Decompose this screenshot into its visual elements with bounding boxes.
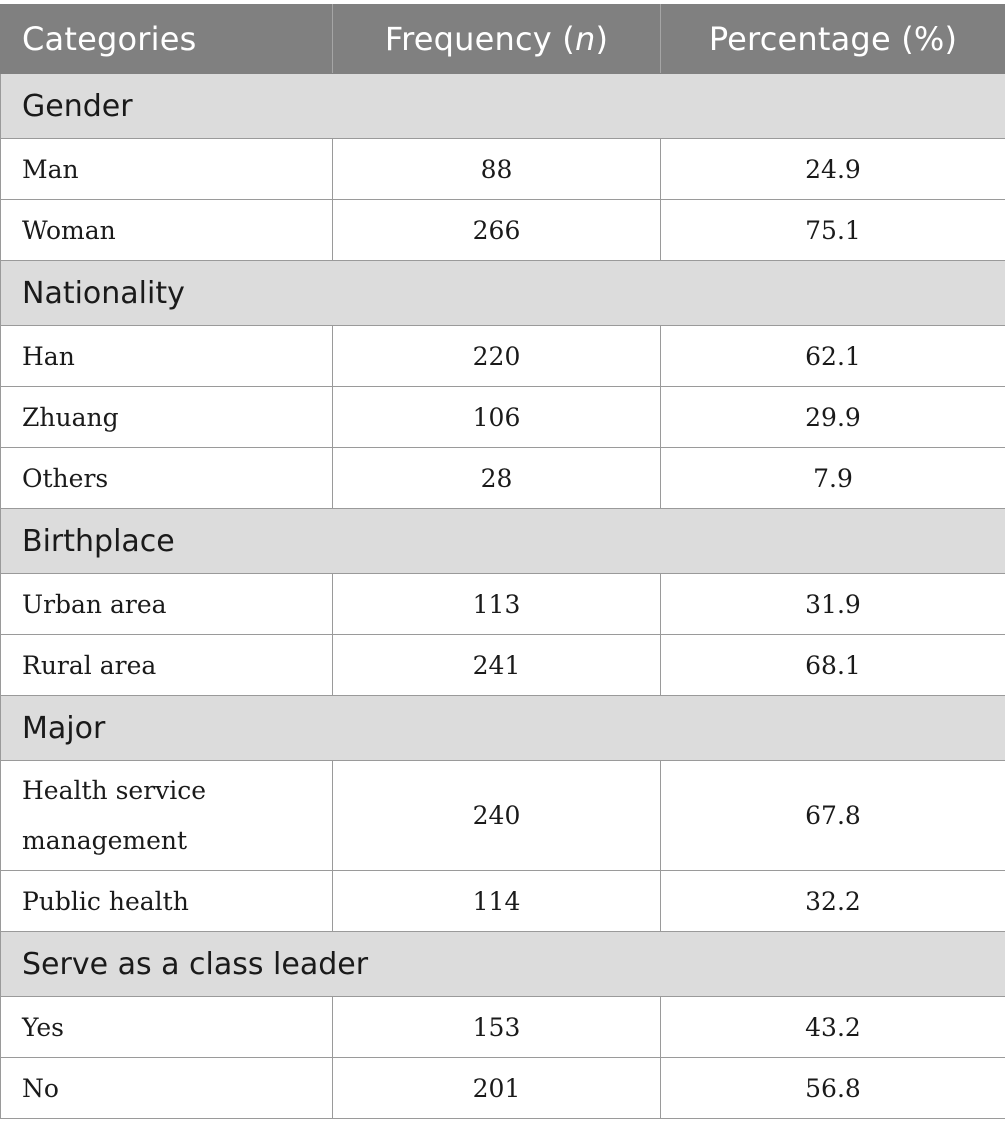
header-frequency-n: n — [575, 20, 596, 58]
row-frequency: 28 — [332, 447, 661, 509]
group-label: Nationality — [0, 260, 1005, 326]
row-label: Public health — [0, 870, 333, 932]
header-percentage: Percentage (%) — [660, 4, 1005, 74]
row-frequency: 113 — [332, 573, 661, 635]
table-row: Man 88 24.9 — [0, 138, 1005, 200]
row-percentage: 68.1 — [660, 634, 1005, 696]
group-row-birthplace: Birthplace — [0, 508, 1005, 574]
row-label: Others — [0, 447, 333, 509]
row-percentage: 7.9 — [660, 447, 1005, 509]
header-frequency-suffix: ) — [595, 20, 609, 58]
row-label: Urban area — [0, 573, 333, 635]
row-label: Yes — [0, 996, 333, 1058]
group-label: Birthplace — [0, 508, 1005, 574]
row-percentage: 31.9 — [660, 573, 1005, 635]
group-row-nationality: Nationality — [0, 260, 1005, 326]
table-row: Zhuang 106 29.9 — [0, 386, 1005, 448]
group-row-gender: Gender — [0, 73, 1005, 139]
row-percentage: 29.9 — [660, 386, 1005, 448]
header-categories: Categories — [0, 4, 333, 74]
row-label: Man — [0, 138, 333, 200]
table-row: Yes 153 43.2 — [0, 996, 1005, 1058]
group-label: Gender — [0, 73, 1005, 139]
row-frequency: 106 — [332, 386, 661, 448]
row-frequency: 241 — [332, 634, 661, 696]
header-frequency: Frequency (n) — [332, 4, 661, 74]
table-row: Public health 114 32.2 — [0, 870, 1005, 932]
table-row: Others 28 7.9 — [0, 447, 1005, 509]
group-row-major: Major — [0, 695, 1005, 761]
row-frequency: 240 — [332, 760, 661, 871]
row-percentage: 75.1 — [660, 199, 1005, 261]
row-percentage: 56.8 — [660, 1057, 1005, 1119]
row-label: Rural area — [0, 634, 333, 696]
table-row: Rural area 241 68.1 — [0, 634, 1005, 696]
row-percentage: 62.1 — [660, 325, 1005, 387]
table-row: Han 220 62.1 — [0, 325, 1005, 387]
header-frequency-prefix: Frequency ( — [384, 20, 575, 58]
row-frequency: 153 — [332, 996, 661, 1058]
row-frequency: 220 — [332, 325, 661, 387]
row-label: Woman — [0, 199, 333, 261]
demographics-table: Categories Frequency (n) Percentage (%) … — [0, 4, 1005, 1119]
row-label: Zhuang — [0, 386, 333, 448]
table-body: Gender Man 88 24.9 Woman 266 75.1 Nation… — [0, 73, 1005, 1119]
row-frequency: 266 — [332, 199, 661, 261]
row-frequency: 88 — [332, 138, 661, 200]
row-label: Han — [0, 325, 333, 387]
group-label: Major — [0, 695, 1005, 761]
group-row-class-leader: Serve as a class leader — [0, 931, 1005, 997]
group-label: Serve as a class leader — [0, 931, 1005, 997]
row-percentage: 43.2 — [660, 996, 1005, 1058]
header-row: Categories Frequency (n) Percentage (%) — [0, 4, 1005, 74]
table-row: No 201 56.8 — [0, 1057, 1005, 1119]
table-header: Categories Frequency (n) Percentage (%) — [0, 4, 1005, 74]
row-frequency: 114 — [332, 870, 661, 932]
table-row: Health service management 240 67.8 — [0, 760, 1005, 871]
row-label: Health service management — [0, 760, 333, 871]
row-percentage: 67.8 — [660, 760, 1005, 871]
row-percentage: 32.2 — [660, 870, 1005, 932]
row-label: No — [0, 1057, 333, 1119]
table-row: Woman 266 75.1 — [0, 199, 1005, 261]
row-frequency: 201 — [332, 1057, 661, 1119]
table-row: Urban area 113 31.9 — [0, 573, 1005, 635]
row-percentage: 24.9 — [660, 138, 1005, 200]
